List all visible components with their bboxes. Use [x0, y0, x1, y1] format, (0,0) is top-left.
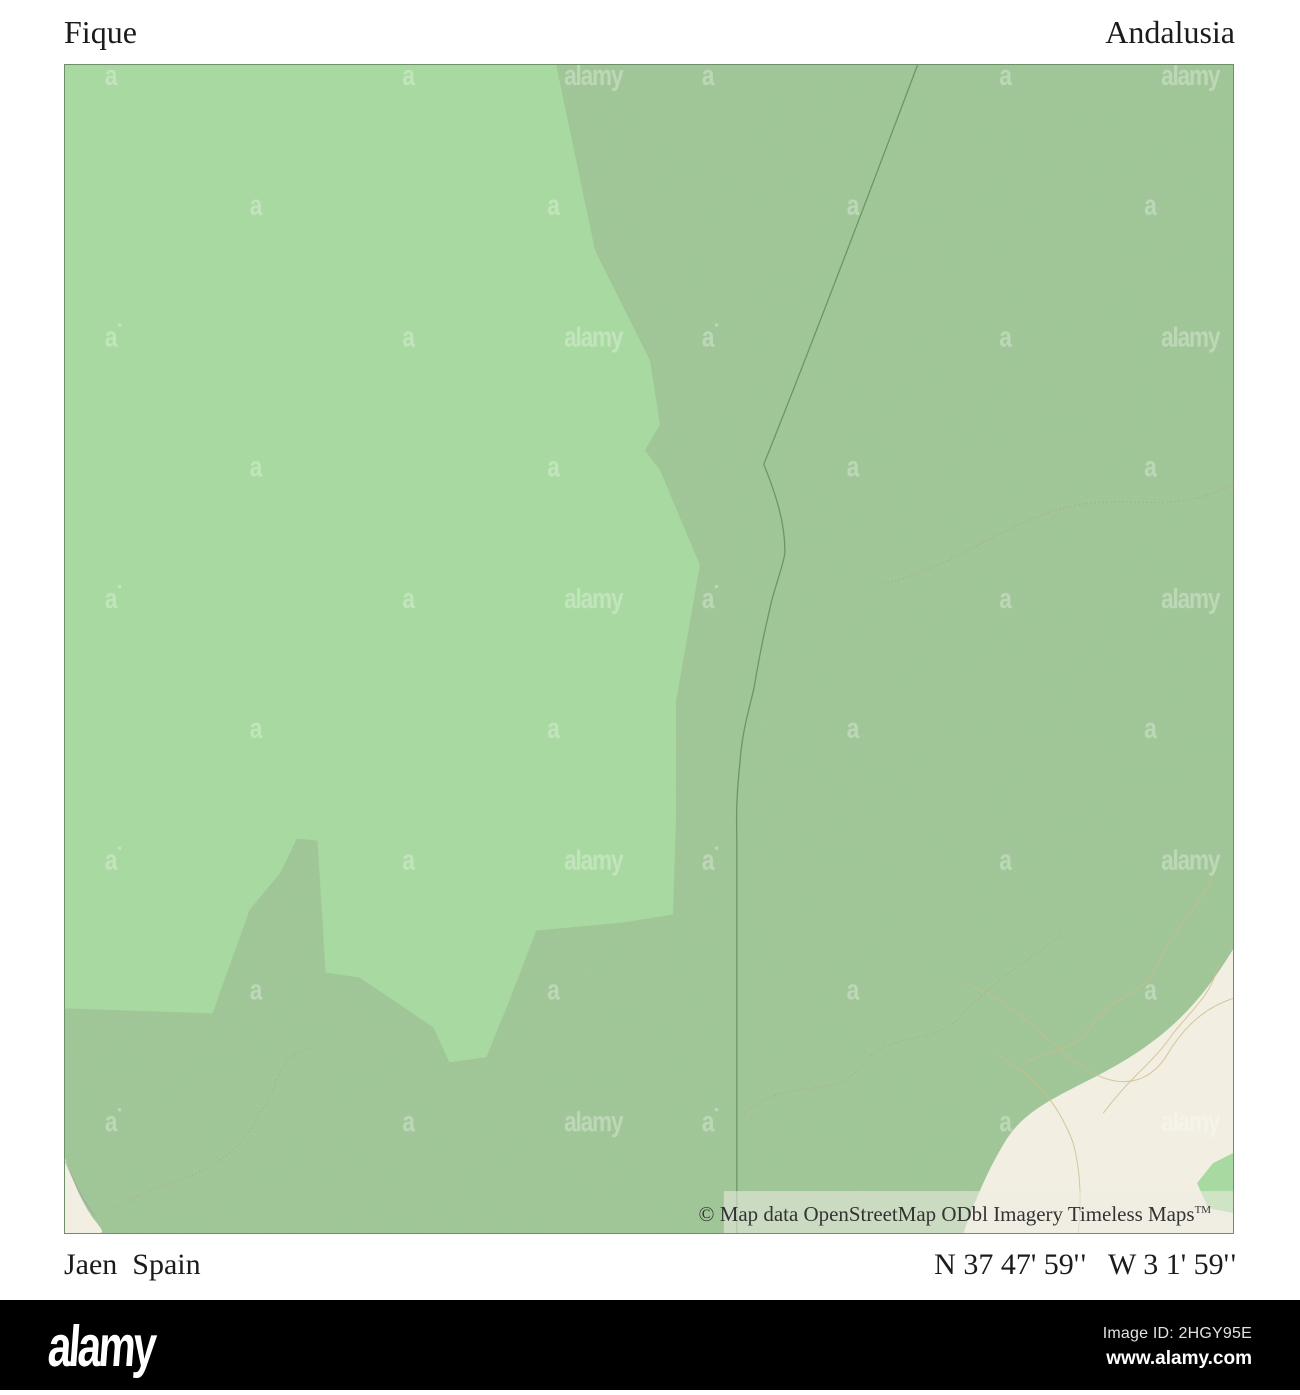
svg-text:alamy: alamy — [46, 1313, 159, 1378]
